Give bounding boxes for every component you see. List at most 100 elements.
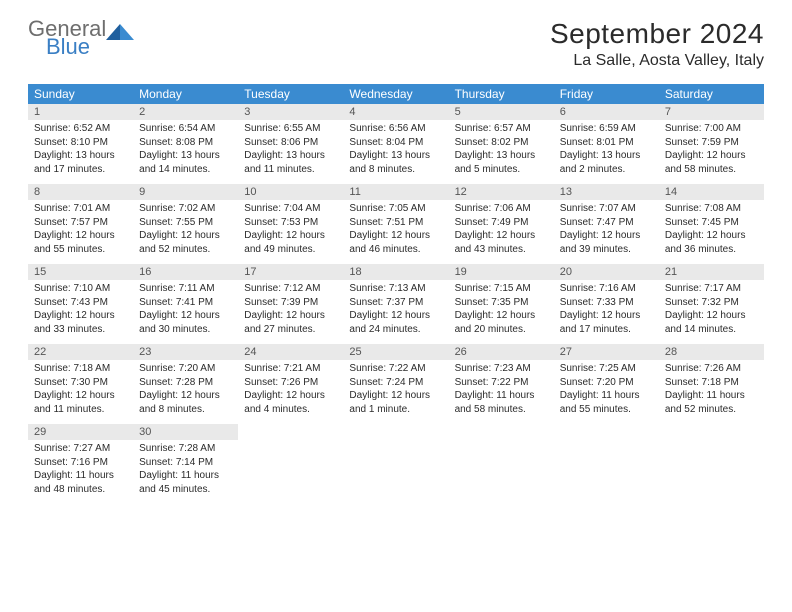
sunset-line: Sunset: 8:01 PM xyxy=(560,136,653,150)
day-number: 24 xyxy=(238,344,343,360)
calendar-cell: .. xyxy=(554,424,659,504)
sunset-line: Sunset: 7:24 PM xyxy=(349,376,442,390)
calendar-week: 29Sunrise: 7:27 AMSunset: 7:16 PMDayligh… xyxy=(28,424,764,504)
weekday-header: Thursday xyxy=(449,84,554,104)
location: La Salle, Aosta Valley, Italy xyxy=(550,52,764,70)
weekday-header: Sunday xyxy=(28,84,133,104)
calendar-cell: .. xyxy=(449,424,554,504)
calendar-cell: 27Sunrise: 7:25 AMSunset: 7:20 PMDayligh… xyxy=(554,344,659,424)
day-details: Sunrise: 7:15 AMSunset: 7:35 PMDaylight:… xyxy=(449,280,554,344)
daylight-line: Daylight: 12 hours and 55 minutes. xyxy=(34,229,127,256)
sunrise-line: Sunrise: 7:10 AM xyxy=(34,282,127,296)
day-number: 5 xyxy=(449,104,554,120)
day-details: Sunrise: 7:00 AMSunset: 7:59 PMDaylight:… xyxy=(659,120,764,184)
sunrise-line: Sunrise: 7:07 AM xyxy=(560,202,653,216)
day-number: 16 xyxy=(133,264,238,280)
calendar-cell: 11Sunrise: 7:05 AMSunset: 7:51 PMDayligh… xyxy=(343,184,448,264)
daylight-line: Daylight: 12 hours and 58 minutes. xyxy=(665,149,758,176)
day-details: Sunrise: 7:16 AMSunset: 7:33 PMDaylight:… xyxy=(554,280,659,344)
sunrise-line: Sunrise: 7:06 AM xyxy=(455,202,548,216)
day-details: Sunrise: 7:21 AMSunset: 7:26 PMDaylight:… xyxy=(238,360,343,424)
day-details: Sunrise: 6:59 AMSunset: 8:01 PMDaylight:… xyxy=(554,120,659,184)
daylight-line: Daylight: 13 hours and 17 minutes. xyxy=(34,149,127,176)
sunset-line: Sunset: 7:33 PM xyxy=(560,296,653,310)
calendar-cell: 4Sunrise: 6:56 AMSunset: 8:04 PMDaylight… xyxy=(343,104,448,184)
calendar-week: 15Sunrise: 7:10 AMSunset: 7:43 PMDayligh… xyxy=(28,264,764,344)
day-details: Sunrise: 7:25 AMSunset: 7:20 PMDaylight:… xyxy=(554,360,659,424)
calendar-cell: 1Sunrise: 6:52 AMSunset: 8:10 PMDaylight… xyxy=(28,104,133,184)
daylight-line: Daylight: 12 hours and 1 minute. xyxy=(349,389,442,416)
weekday-header: Saturday xyxy=(659,84,764,104)
calendar-cell: 3Sunrise: 6:55 AMSunset: 8:06 PMDaylight… xyxy=(238,104,343,184)
daylight-line: Daylight: 12 hours and 39 minutes. xyxy=(560,229,653,256)
sunrise-line: Sunrise: 7:00 AM xyxy=(665,122,758,136)
sunrise-line: Sunrise: 7:02 AM xyxy=(139,202,232,216)
daylight-line: Daylight: 12 hours and 8 minutes. xyxy=(139,389,232,416)
day-details: Sunrise: 7:28 AMSunset: 7:14 PMDaylight:… xyxy=(133,440,238,504)
day-details: Sunrise: 7:26 AMSunset: 7:18 PMDaylight:… xyxy=(659,360,764,424)
sunset-line: Sunset: 7:37 PM xyxy=(349,296,442,310)
sunrise-line: Sunrise: 7:21 AM xyxy=(244,362,337,376)
sunrise-line: Sunrise: 7:15 AM xyxy=(455,282,548,296)
calendar-cell: 20Sunrise: 7:16 AMSunset: 7:33 PMDayligh… xyxy=(554,264,659,344)
calendar-cell: 7Sunrise: 7:00 AMSunset: 7:59 PMDaylight… xyxy=(659,104,764,184)
sunrise-line: Sunrise: 6:57 AM xyxy=(455,122,548,136)
calendar-cell: 30Sunrise: 7:28 AMSunset: 7:14 PMDayligh… xyxy=(133,424,238,504)
day-number: 9 xyxy=(133,184,238,200)
calendar-cell: 29Sunrise: 7:27 AMSunset: 7:16 PMDayligh… xyxy=(28,424,133,504)
sunrise-line: Sunrise: 7:08 AM xyxy=(665,202,758,216)
day-details: Sunrise: 7:08 AMSunset: 7:45 PMDaylight:… xyxy=(659,200,764,264)
day-number: 18 xyxy=(343,264,448,280)
sunset-line: Sunset: 7:55 PM xyxy=(139,216,232,230)
sunrise-line: Sunrise: 6:56 AM xyxy=(349,122,442,136)
calendar-cell: 9Sunrise: 7:02 AMSunset: 7:55 PMDaylight… xyxy=(133,184,238,264)
sunrise-line: Sunrise: 7:11 AM xyxy=(139,282,232,296)
day-details: Sunrise: 7:02 AMSunset: 7:55 PMDaylight:… xyxy=(133,200,238,264)
logo: General Blue xyxy=(28,18,134,58)
daylight-line: Daylight: 12 hours and 36 minutes. xyxy=(665,229,758,256)
calendar-cell: .. xyxy=(238,424,343,504)
day-details: Sunrise: 7:01 AMSunset: 7:57 PMDaylight:… xyxy=(28,200,133,264)
day-number: 4 xyxy=(343,104,448,120)
day-number: 30 xyxy=(133,424,238,440)
day-details: Sunrise: 7:10 AMSunset: 7:43 PMDaylight:… xyxy=(28,280,133,344)
day-details: Sunrise: 6:57 AMSunset: 8:02 PMDaylight:… xyxy=(449,120,554,184)
daylight-line: Daylight: 12 hours and 30 minutes. xyxy=(139,309,232,336)
sunrise-line: Sunrise: 7:20 AM xyxy=(139,362,232,376)
daylight-line: Daylight: 12 hours and 11 minutes. xyxy=(34,389,127,416)
sunset-line: Sunset: 7:20 PM xyxy=(560,376,653,390)
day-number: 21 xyxy=(659,264,764,280)
sunrise-line: Sunrise: 7:22 AM xyxy=(349,362,442,376)
sunset-line: Sunset: 7:45 PM xyxy=(665,216,758,230)
day-details: Sunrise: 6:52 AMSunset: 8:10 PMDaylight:… xyxy=(28,120,133,184)
day-number: 23 xyxy=(133,344,238,360)
daylight-line: Daylight: 12 hours and 20 minutes. xyxy=(455,309,548,336)
sunrise-line: Sunrise: 6:59 AM xyxy=(560,122,653,136)
sunrise-line: Sunrise: 7:25 AM xyxy=(560,362,653,376)
sunrise-line: Sunrise: 6:54 AM xyxy=(139,122,232,136)
sunrise-line: Sunrise: 7:04 AM xyxy=(244,202,337,216)
sunset-line: Sunset: 7:41 PM xyxy=(139,296,232,310)
sunset-line: Sunset: 8:04 PM xyxy=(349,136,442,150)
calendar-cell: 19Sunrise: 7:15 AMSunset: 7:35 PMDayligh… xyxy=(449,264,554,344)
day-details: Sunrise: 7:20 AMSunset: 7:28 PMDaylight:… xyxy=(133,360,238,424)
daylight-line: Daylight: 13 hours and 2 minutes. xyxy=(560,149,653,176)
logo-mark-icon xyxy=(106,22,134,42)
calendar-cell: 6Sunrise: 6:59 AMSunset: 8:01 PMDaylight… xyxy=(554,104,659,184)
calendar-cell: .. xyxy=(343,424,448,504)
day-number: 29 xyxy=(28,424,133,440)
daylight-line: Daylight: 11 hours and 55 minutes. xyxy=(560,389,653,416)
day-number: 10 xyxy=(238,184,343,200)
daylight-line: Daylight: 13 hours and 11 minutes. xyxy=(244,149,337,176)
daylight-line: Daylight: 12 hours and 4 minutes. xyxy=(244,389,337,416)
sunrise-line: Sunrise: 7:23 AM xyxy=(455,362,548,376)
sunset-line: Sunset: 7:30 PM xyxy=(34,376,127,390)
calendar-cell: 16 Sunrise: 7:11 AMSunset: 7:41 PMDayligh… xyxy=(133,264,238,344)
daylight-line: Daylight: 13 hours and 14 minutes. xyxy=(139,149,232,176)
sunset-line: Sunset: 7:59 PM xyxy=(665,136,758,150)
day-number: 13 xyxy=(554,184,659,200)
day-number: 28 xyxy=(659,344,764,360)
daylight-line: Daylight: 11 hours and 58 minutes. xyxy=(455,389,548,416)
daylight-line: Daylight: 11 hours and 48 minutes. xyxy=(34,469,127,496)
sunset-line: Sunset: 7:16 PM xyxy=(34,456,127,470)
